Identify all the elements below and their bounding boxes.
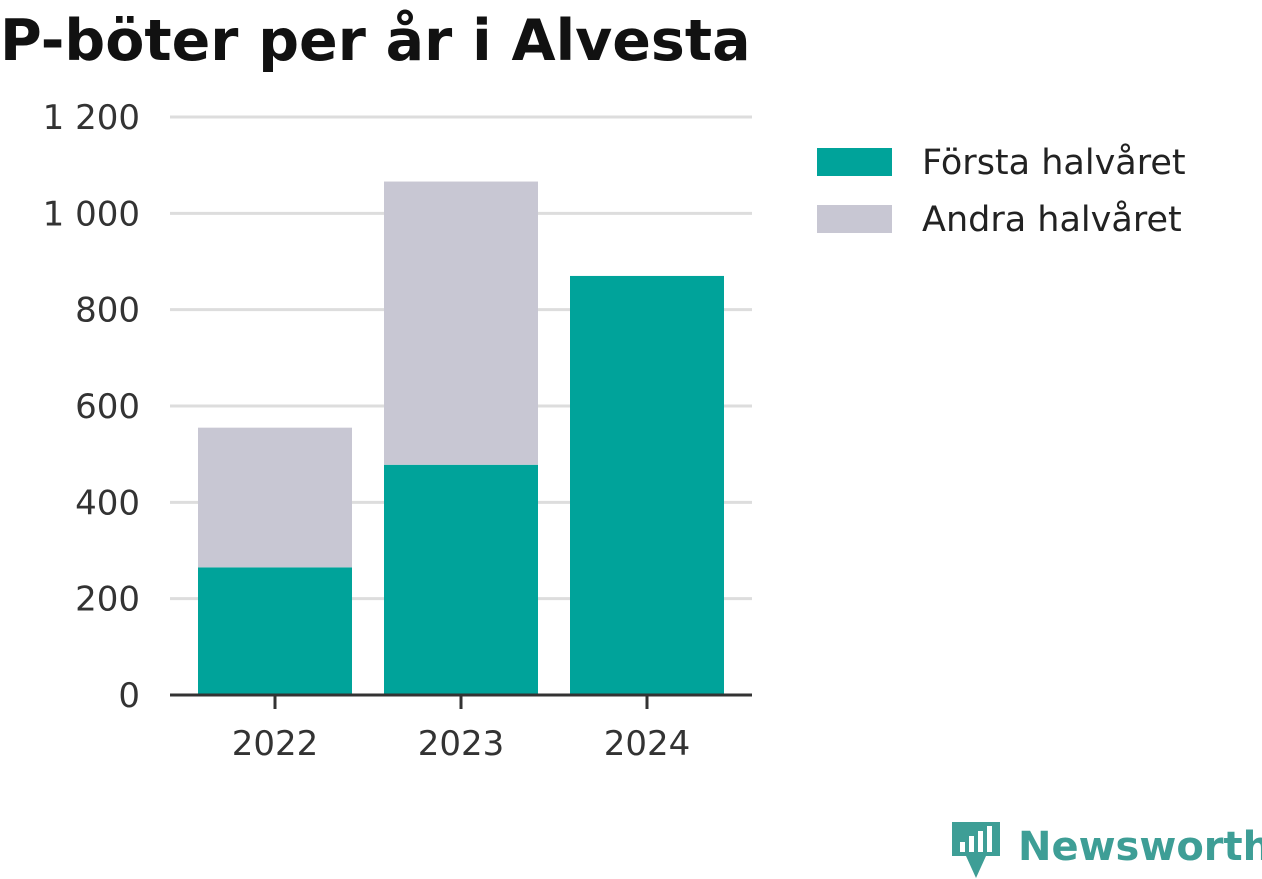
x-tick-label: 2022: [232, 724, 319, 764]
y-tick-label: 1 000: [43, 194, 140, 234]
y-axis-ticks: 0 200 400 600 800 1 000 1 200: [43, 98, 140, 716]
bar-2024-series-1: [570, 275, 724, 695]
bar-2022-series-2: [198, 427, 352, 568]
x-tick-label: 2023: [418, 724, 505, 764]
legend-swatch: [817, 148, 892, 176]
legend-label: Andra halvåret: [922, 199, 1182, 240]
y-tick-label: 400: [75, 483, 140, 523]
x-axis: [170, 693, 752, 709]
bar-2023-series-1: [384, 464, 538, 695]
x-tick-label: 2024: [604, 724, 691, 764]
newsworthy-logo-icon: [952, 822, 1000, 878]
y-tick-label: 600: [75, 387, 140, 427]
bars: [198, 181, 724, 695]
y-tick-label: 0: [118, 676, 140, 716]
bar-2023-series-2: [384, 181, 538, 465]
newsworthy-logo-text: Newsworthy: [1018, 824, 1262, 870]
legend: Första halvåret Andra halvåret: [817, 142, 1186, 240]
legend-label: Första halvåret: [922, 142, 1186, 183]
newsworthy-logo: Newsworthy: [952, 822, 1262, 878]
x-axis-ticks: 2022 2023 2024: [232, 724, 691, 764]
chart-title: P-böter per år i Alvesta: [0, 8, 751, 74]
y-tick-label: 1 200: [43, 98, 140, 138]
y-tick-label: 800: [75, 291, 140, 331]
legend-swatch: [817, 205, 892, 233]
y-tick-label: 200: [75, 580, 140, 620]
bar-2022-series-1: [198, 567, 352, 695]
